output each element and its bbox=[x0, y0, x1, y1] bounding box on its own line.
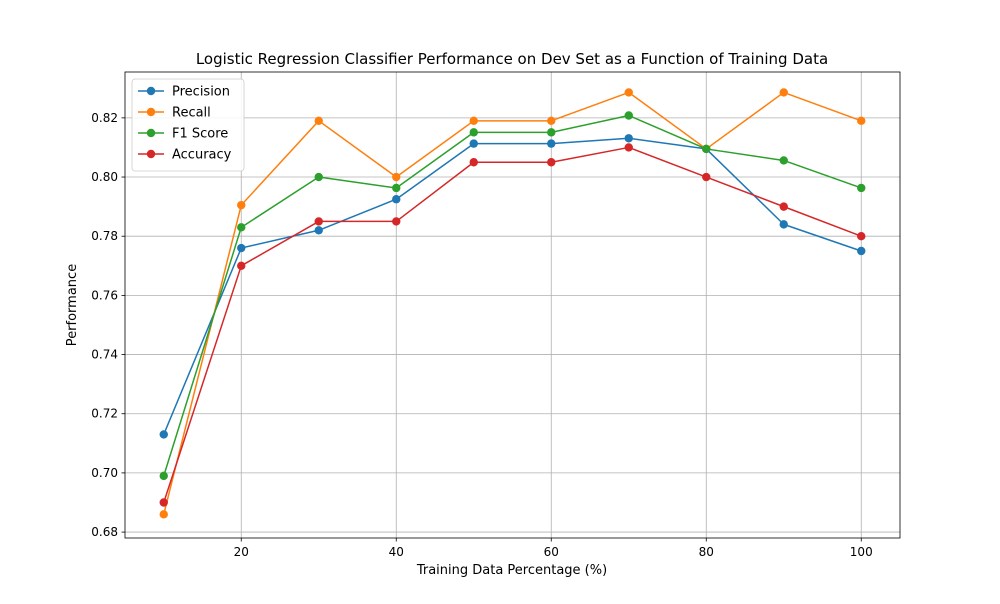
accuracy-point bbox=[702, 172, 711, 182]
precision-point bbox=[624, 134, 633, 143]
accuracy-point bbox=[779, 202, 788, 211]
series-lines bbox=[159, 88, 866, 519]
legend-marker-precision bbox=[146, 86, 156, 96]
legend-marker-accuracy bbox=[146, 149, 156, 159]
precision-point bbox=[469, 139, 478, 148]
accuracy-point bbox=[237, 261, 246, 270]
precision-line bbox=[163, 137, 862, 435]
y-tick-label: 0.78 bbox=[91, 229, 118, 243]
axis-ticks: 20 40 60 80 100 0.68 0.70 0.72 0.74 0.76 0.78 0.80 0… bbox=[91, 111, 872, 559]
series-f1-score bbox=[159, 111, 866, 481]
accuracy-point bbox=[857, 232, 866, 241]
accuracy-point bbox=[392, 217, 401, 226]
y-axis-label: Performance bbox=[65, 264, 80, 346]
recall-point bbox=[469, 116, 478, 126]
legend-label-precision: Precision bbox=[172, 85, 230, 100]
accuracy-point bbox=[547, 158, 556, 167]
series-recall bbox=[159, 88, 866, 519]
recall-point bbox=[624, 88, 633, 97]
f1-score-point bbox=[159, 471, 168, 481]
recall-point bbox=[547, 116, 556, 126]
f1-score-point bbox=[779, 156, 788, 165]
legend-label-accuracy: Accuracy bbox=[172, 148, 232, 163]
recall-point bbox=[779, 88, 788, 97]
precision-point bbox=[159, 430, 168, 439]
y-tick-label: 0.68 bbox=[91, 525, 118, 539]
legend-marker-f1-score bbox=[146, 128, 156, 138]
recall-point bbox=[159, 510, 168, 519]
f1-score-line bbox=[163, 114, 862, 477]
accuracy-point bbox=[469, 158, 478, 167]
precision-point bbox=[392, 195, 401, 204]
accuracy-point bbox=[314, 217, 323, 226]
y-tick-label: 0.76 bbox=[91, 288, 118, 302]
precision-point bbox=[779, 220, 788, 229]
x-tick-label: 80 bbox=[699, 545, 714, 559]
recall-point bbox=[314, 116, 323, 126]
f1-score-point bbox=[702, 144, 711, 154]
f1-score-point bbox=[624, 111, 633, 120]
x-axis-label: Training Data Percentage (%) bbox=[416, 563, 607, 578]
chart-title: Logistic Regression Classifier Performan… bbox=[196, 50, 828, 68]
y-tick-label: 0.72 bbox=[91, 407, 118, 421]
y-tick-label: 0.82 bbox=[91, 111, 118, 125]
precision-point bbox=[547, 139, 556, 148]
y-tick-label: 0.74 bbox=[91, 348, 118, 362]
y-tick-label: 0.80 bbox=[91, 170, 118, 184]
x-tick-label: 100 bbox=[850, 545, 873, 559]
f1-score-point bbox=[547, 128, 556, 137]
series-accuracy bbox=[159, 143, 866, 507]
x-tick-label: 60 bbox=[544, 545, 559, 559]
f1-score-point bbox=[857, 183, 866, 193]
f1-score-point bbox=[314, 172, 323, 182]
legend-box bbox=[131, 78, 245, 172]
grid-lines bbox=[125, 72, 900, 538]
legend: Precision Recall F1 Score Accuracy bbox=[131, 78, 245, 172]
x-tick-label: 40 bbox=[389, 545, 404, 559]
accuracy-point bbox=[624, 143, 633, 152]
precision-point bbox=[857, 246, 866, 256]
recall-point bbox=[392, 172, 401, 182]
f1-score-point bbox=[469, 128, 478, 137]
legend-label-recall: Recall bbox=[172, 106, 211, 121]
f1-score-point bbox=[392, 183, 401, 193]
recall-line bbox=[163, 91, 862, 515]
accuracy-line bbox=[163, 146, 862, 503]
precision-point bbox=[314, 226, 323, 235]
series-precision bbox=[159, 134, 866, 439]
legend-label-f1-score: F1 Score bbox=[172, 127, 228, 142]
y-tick-label: 0.70 bbox=[91, 466, 118, 480]
recall-point bbox=[237, 200, 246, 210]
recall-point bbox=[857, 116, 866, 126]
precision-point bbox=[237, 243, 246, 253]
legend-marker-recall bbox=[146, 107, 156, 117]
accuracy-point bbox=[159, 498, 168, 507]
plot-area-frame bbox=[124, 71, 901, 539]
x-tick-label: 20 bbox=[234, 545, 249, 559]
f1-score-point bbox=[237, 223, 246, 232]
